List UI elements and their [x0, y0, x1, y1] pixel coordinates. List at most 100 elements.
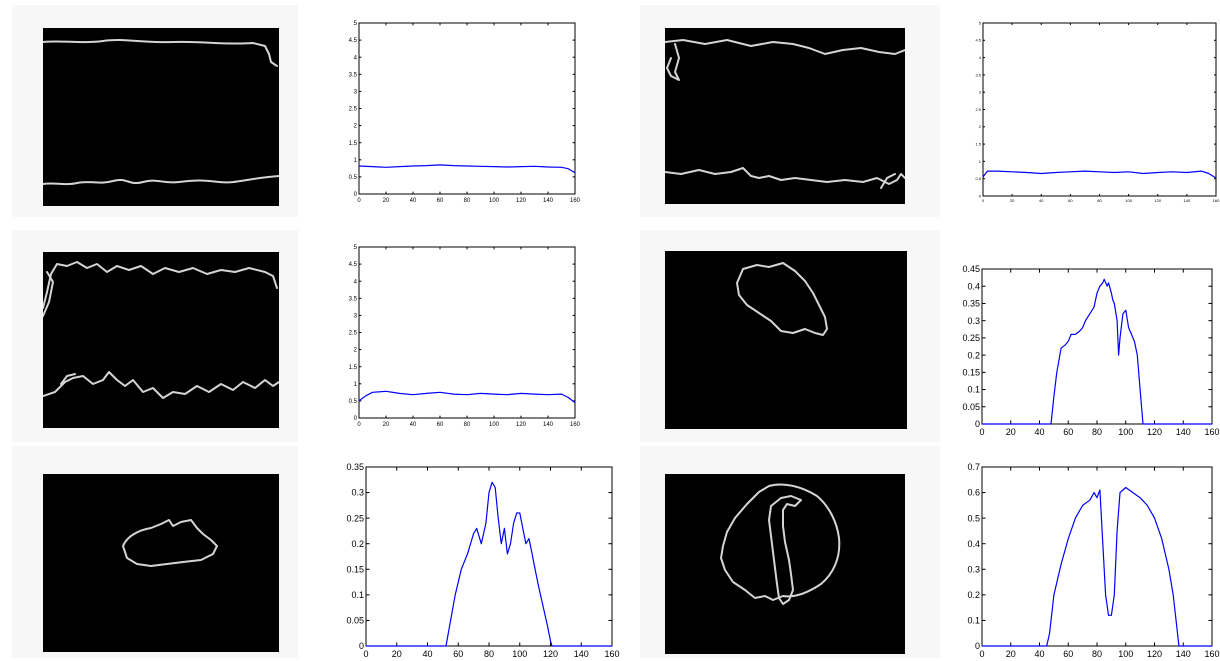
y-tick-label: 0.05 — [962, 402, 980, 412]
series-line — [366, 481, 612, 647]
x-tick-label: 100 — [512, 649, 527, 659]
x-tick-label: 160 — [1204, 427, 1219, 437]
y-tick-label: 1 — [354, 382, 358, 388]
y-tick-label: 4.5 — [349, 262, 358, 268]
y-tick-label: 3.5 — [349, 72, 358, 78]
y-tick-label: 0.25 — [962, 333, 980, 343]
series-line — [982, 278, 1212, 425]
y-tick-label: 3 — [354, 314, 358, 320]
y-tick-label: 3.5 — [349, 296, 358, 302]
x-tick-label: 160 — [570, 198, 581, 204]
y-tick-label: 2 — [979, 124, 982, 129]
y-tick-label: 0.7 — [967, 462, 980, 472]
x-tick-label: 20 — [1006, 649, 1016, 659]
y-tick-label: 5 — [354, 21, 358, 27]
y-tick-label: 0.15 — [962, 367, 980, 377]
x-tick-label: 80 — [1097, 198, 1102, 203]
y-tick-label: 0.35 — [346, 462, 364, 472]
x-tick-label: 100 — [489, 198, 500, 204]
y-tick-label: 0.5 — [975, 176, 981, 181]
x-tick-label: 0 — [979, 649, 984, 659]
y-tick-label: 3.5 — [975, 72, 981, 77]
x-tick-label: 40 — [1039, 198, 1044, 203]
y-tick-label: 0.4 — [967, 281, 980, 291]
x-tick-label: 100 — [1118, 427, 1133, 437]
y-tick-label: 0.1 — [967, 385, 980, 395]
y-tick-label: 0.3 — [967, 316, 980, 326]
y-tick-label: 4.5 — [975, 38, 981, 43]
y-tick-label: 0.2 — [351, 539, 364, 549]
x-tick-label: 60 — [1063, 649, 1073, 659]
x-tick-label: 80 — [464, 198, 471, 204]
y-tick-label: 0.05 — [346, 616, 364, 626]
y-tick-label: 1.5 — [975, 142, 981, 147]
x-tick-label: 40 — [1034, 427, 1044, 437]
x-tick-label: 160 — [1213, 198, 1220, 203]
x-tick-label: 140 — [1176, 427, 1191, 437]
edge-image-1 — [43, 28, 279, 206]
line-chart-5: 0 20 40 60 80 100 120 140 160 0 0.05 0.1 0.15 0.2 0.25… — [346, 462, 619, 659]
y-tick-label: 0 — [979, 193, 982, 198]
x-tick-label: 40 — [1034, 649, 1044, 659]
x-tick-label: 20 — [1006, 427, 1016, 437]
y-tick-label: 0.2 — [967, 590, 980, 600]
series-line — [982, 486, 1212, 647]
y-tick-label: 5 — [354, 245, 358, 251]
y-tick-label: 1.5 — [349, 141, 358, 147]
plot-frame — [358, 22, 576, 195]
y-tick-label: 2 — [354, 348, 358, 354]
y-tick-label: 0 — [975, 419, 980, 429]
x-tick-label: 140 — [1176, 649, 1191, 659]
edge-image-3 — [43, 474, 279, 652]
x-tick-label: 80 — [464, 422, 471, 428]
y-tick-label: 0 — [354, 416, 358, 422]
x-tick-label: 40 — [410, 422, 417, 428]
y-tick-label: 0.1 — [351, 590, 364, 600]
y-tick-label: 0.35 — [962, 299, 980, 309]
y-tick-label: 2.5 — [975, 107, 981, 112]
y-tick-label: 2.5 — [349, 331, 358, 337]
x-tick-label: 60 — [453, 649, 463, 659]
x-tick-label: 100 — [1118, 649, 1133, 659]
line-chart-2: 0 20 40 60 80 100 120 140 160 0 0.5 1 1.5 2 2.5 3 3.5 4 4.… — [349, 245, 581, 428]
y-tick-label: 5 — [979, 20, 982, 25]
x-tick-label: 20 — [1010, 198, 1015, 203]
y-tick-label: 1 — [979, 159, 982, 164]
x-tick-label: 160 — [570, 422, 581, 428]
x-tick-label: 80 — [1092, 649, 1102, 659]
x-tick-label: 80 — [1092, 427, 1102, 437]
x-tick-label: 60 — [1063, 427, 1073, 437]
y-tick-label: 1.5 — [349, 365, 358, 371]
line-chart-6: 0 20 40 60 80 100 120 140 160 0 0.1 0.2 0.3 0.4 0.5 0.6… — [967, 462, 1219, 659]
y-tick-label: 0 — [359, 641, 364, 651]
x-tick-label: 120 — [1154, 198, 1161, 203]
x-tick-label: 60 — [437, 422, 444, 428]
y-tick-label: 0.3 — [351, 488, 364, 498]
y-tick-label: 0.45 — [962, 264, 980, 274]
y-tick-label: 0.15 — [346, 564, 364, 574]
y-tick-label: 0 — [354, 192, 358, 198]
series-line — [358, 390, 576, 404]
y-tick-label: 4 — [354, 279, 358, 285]
edge-image-2 — [43, 252, 279, 428]
x-tick-label: 120 — [516, 198, 527, 204]
series-line — [358, 164, 576, 174]
y-tick-label: 0.2 — [967, 350, 980, 360]
line-chart-1: 0 20 40 60 80 100 120 140 160 0 0.5 1 1.5 2 2.5 3 3.5 4 4.… — [349, 21, 581, 204]
x-tick-label: 60 — [437, 198, 444, 204]
series-line — [982, 170, 1217, 179]
x-tick-label: 140 — [543, 422, 554, 428]
y-tick-label: 0.1 — [967, 616, 980, 626]
x-tick-label: 60 — [1068, 198, 1073, 203]
x-tick-label: 100 — [1125, 198, 1132, 203]
x-tick-label: 0 — [363, 649, 368, 659]
y-tick-label: 0.5 — [349, 399, 358, 405]
x-tick-label: 120 — [543, 649, 558, 659]
edge-image-4 — [665, 28, 905, 204]
x-tick-label: 20 — [392, 649, 402, 659]
edge-image-6 — [665, 474, 905, 654]
y-tick-label: 3 — [354, 90, 358, 96]
x-tick-label: 20 — [383, 422, 390, 428]
x-tick-label: 120 — [1147, 427, 1162, 437]
edge-image-5 — [665, 251, 907, 429]
